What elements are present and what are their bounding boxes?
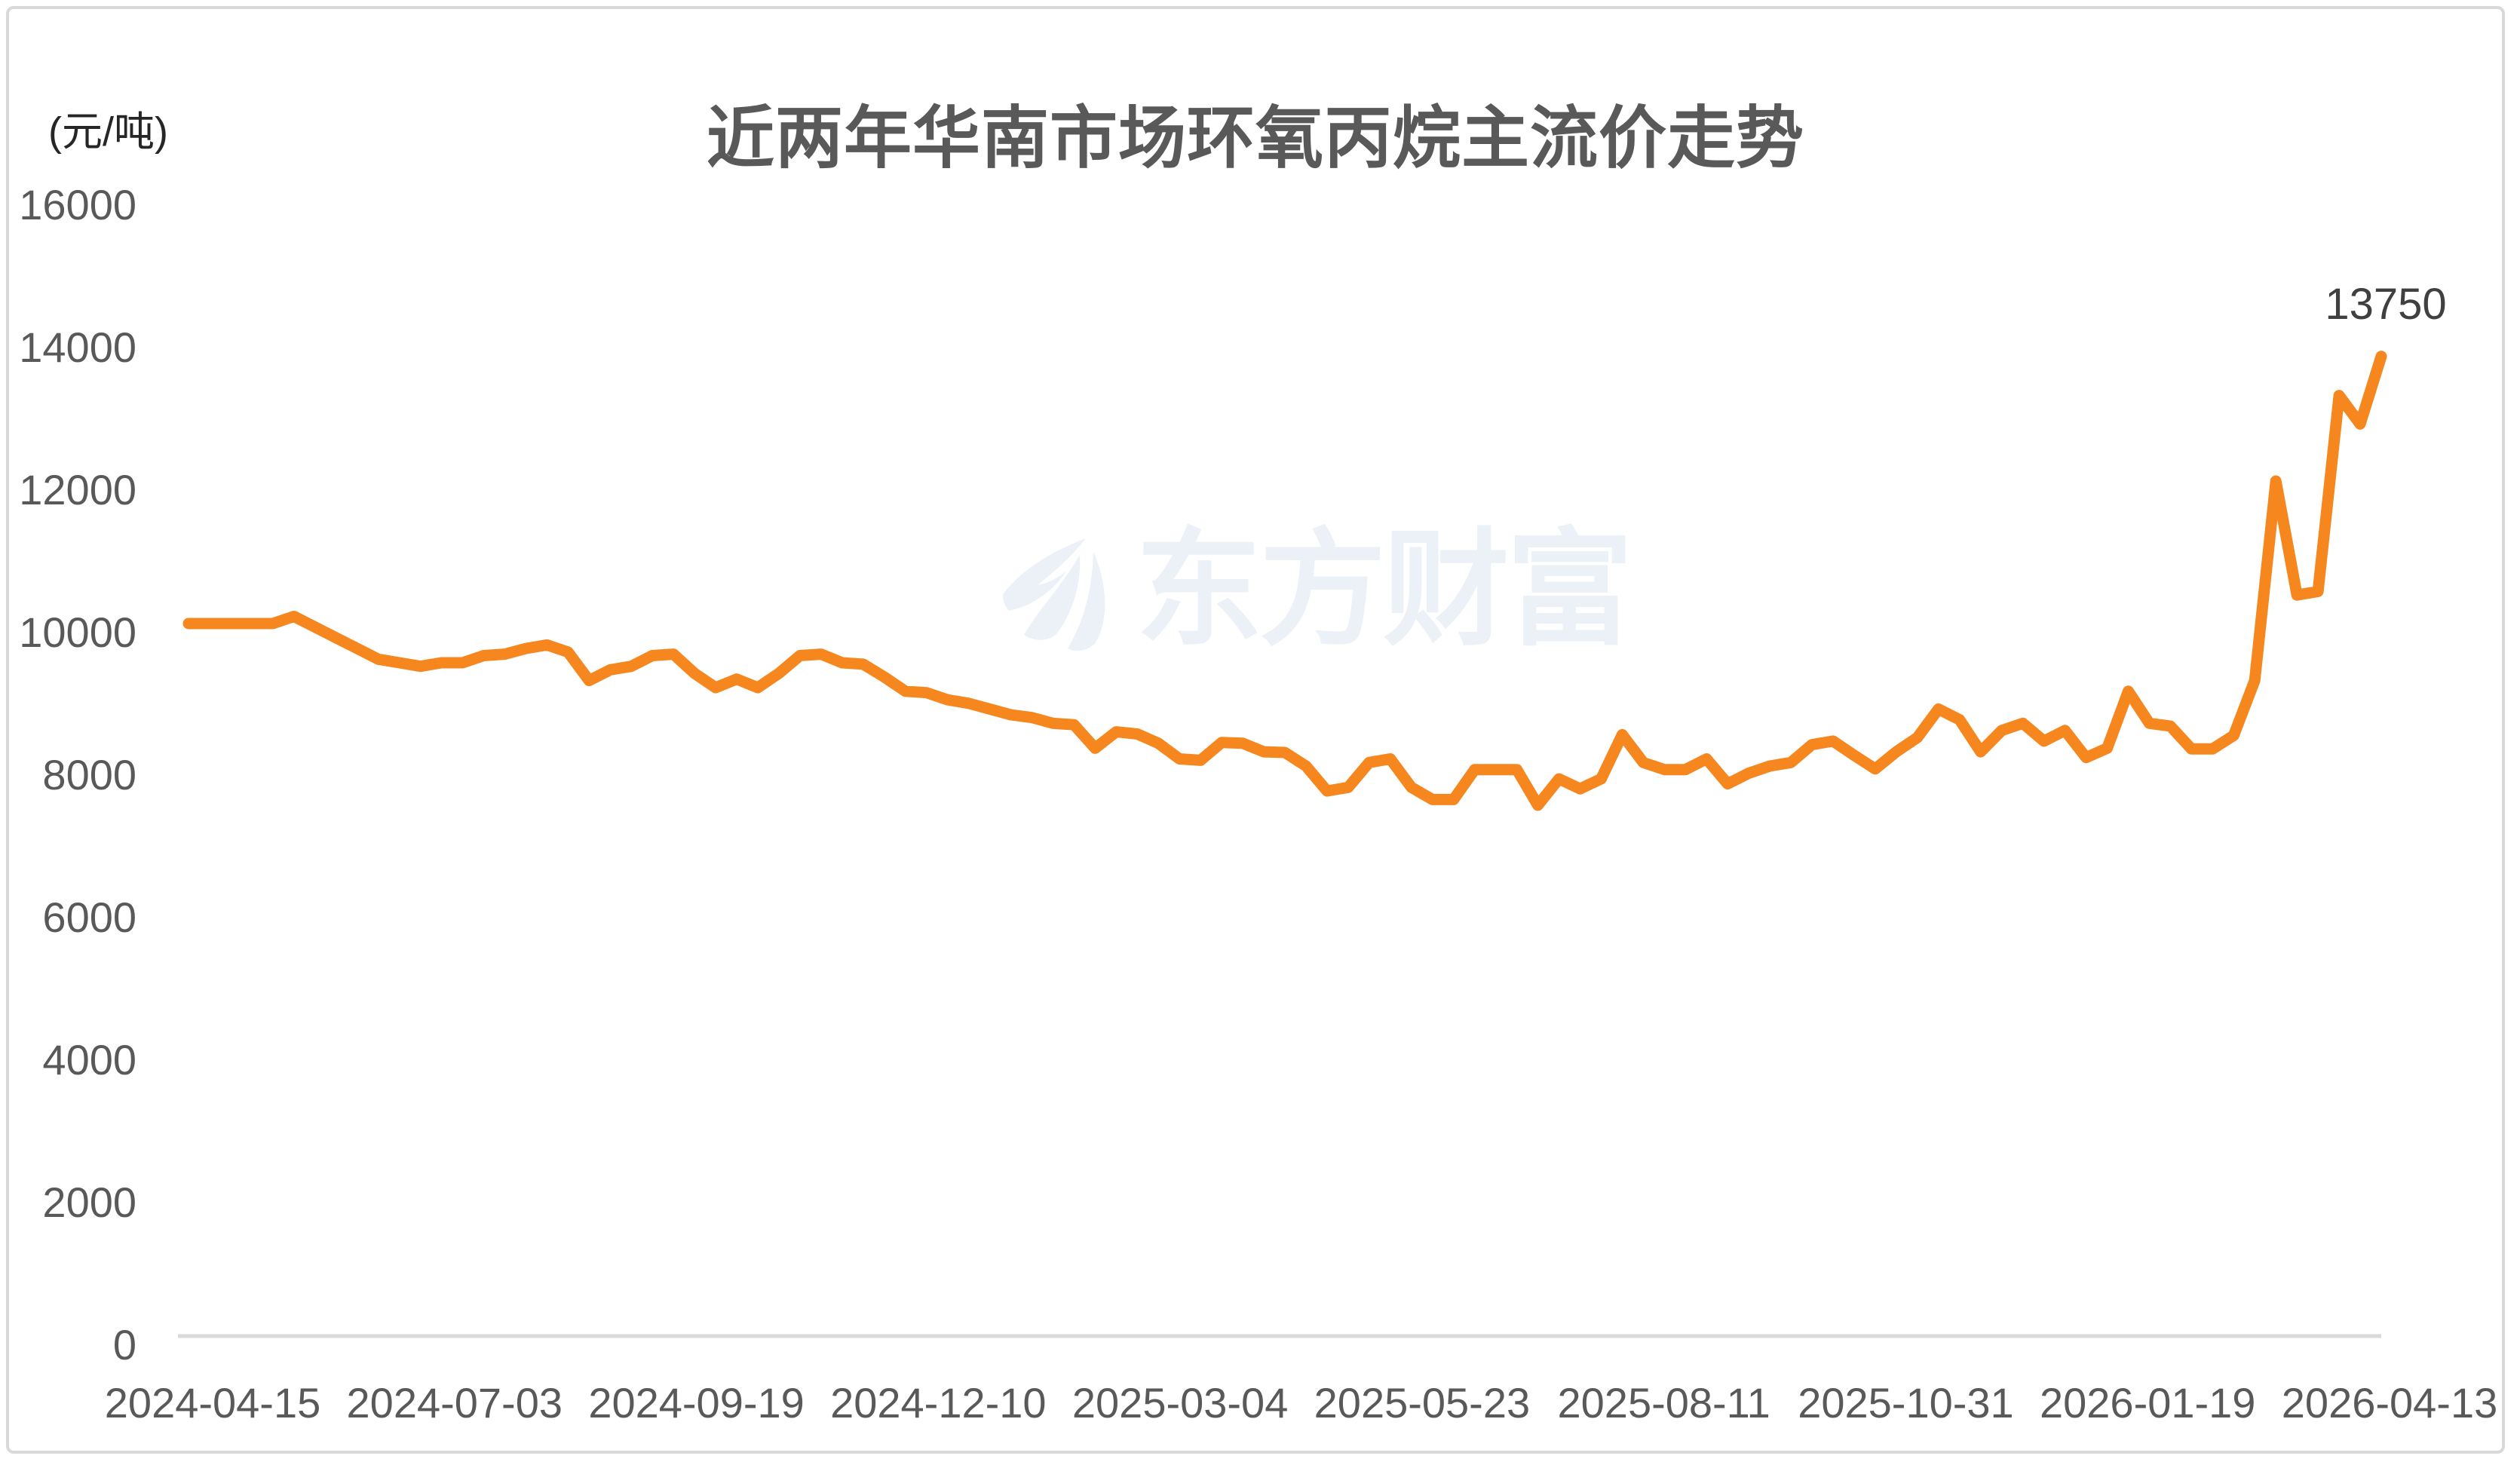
x-tick-label: 2026-01-19 — [2039, 1379, 2256, 1427]
x-tick-label: 2025-08-11 — [1557, 1379, 1770, 1427]
x-tick-label: 2024-04-15 — [104, 1379, 321, 1427]
last-point-data-label: 13750 — [2325, 280, 2447, 329]
x-tick-label: 2024-09-19 — [588, 1379, 805, 1427]
x-tick-label: 2024-12-10 — [830, 1379, 1047, 1427]
y-tick-label: 10000 — [19, 608, 136, 656]
x-tick-label: 2025-10-31 — [1798, 1379, 2014, 1427]
x-tick-label: 2024-07-03 — [346, 1379, 563, 1427]
y-tick-label: 4000 — [42, 1036, 136, 1083]
y-tick-label: 12000 — [19, 466, 136, 513]
y-tick-label: 14000 — [19, 323, 136, 371]
y-tick-label: 2000 — [42, 1178, 136, 1226]
chart-title: 近两年华南市场环氧丙烷主流价走势 — [707, 101, 1804, 176]
y-tick-label: 8000 — [42, 751, 136, 798]
y-tick-label: 0 — [112, 1321, 136, 1368]
price-line — [182, 351, 2387, 811]
x-tick-label: 2025-05-23 — [1314, 1379, 1531, 1427]
y-tick-label: 16000 — [19, 181, 136, 228]
x-tick-label: 2025-03-04 — [1071, 1379, 1289, 1427]
y-tick-label: 6000 — [42, 893, 136, 941]
y-axis-unit-label: (元/吨) — [48, 109, 168, 155]
x-tick-label: 2026-04-13 — [2281, 1379, 2498, 1427]
